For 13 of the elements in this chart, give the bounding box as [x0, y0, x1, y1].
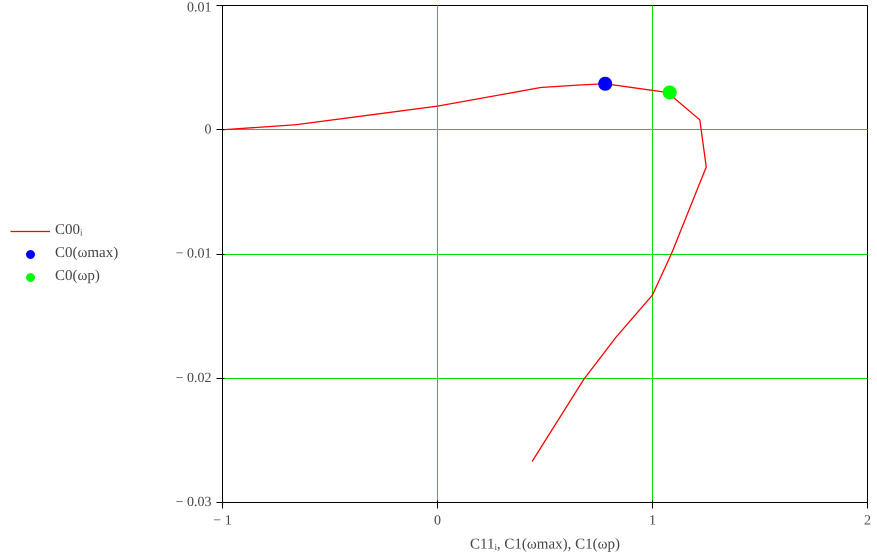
- y-tick-label: − 0.02: [176, 370, 212, 386]
- x-tick-label: 2: [864, 514, 871, 528]
- y-tick-label: 0.01: [187, 0, 212, 16]
- y-tick-label: 0: [204, 122, 212, 138]
- x-tick-label: − 1: [213, 514, 232, 528]
- x-axis-title: C11ᵢ, C1(ωmax), C1(ωp): [470, 536, 620, 552]
- x-tick-label: 0: [434, 514, 441, 528]
- y-tick-label: − 0.01: [176, 246, 212, 262]
- legend-label: C00ᵢ: [55, 222, 82, 239]
- x-tick-label: 1: [649, 514, 656, 528]
- legend-label: C0(ωmax): [55, 245, 118, 262]
- y-tick-label: − 0.03: [176, 495, 212, 510]
- legend-label: C0(ωp): [55, 268, 100, 285]
